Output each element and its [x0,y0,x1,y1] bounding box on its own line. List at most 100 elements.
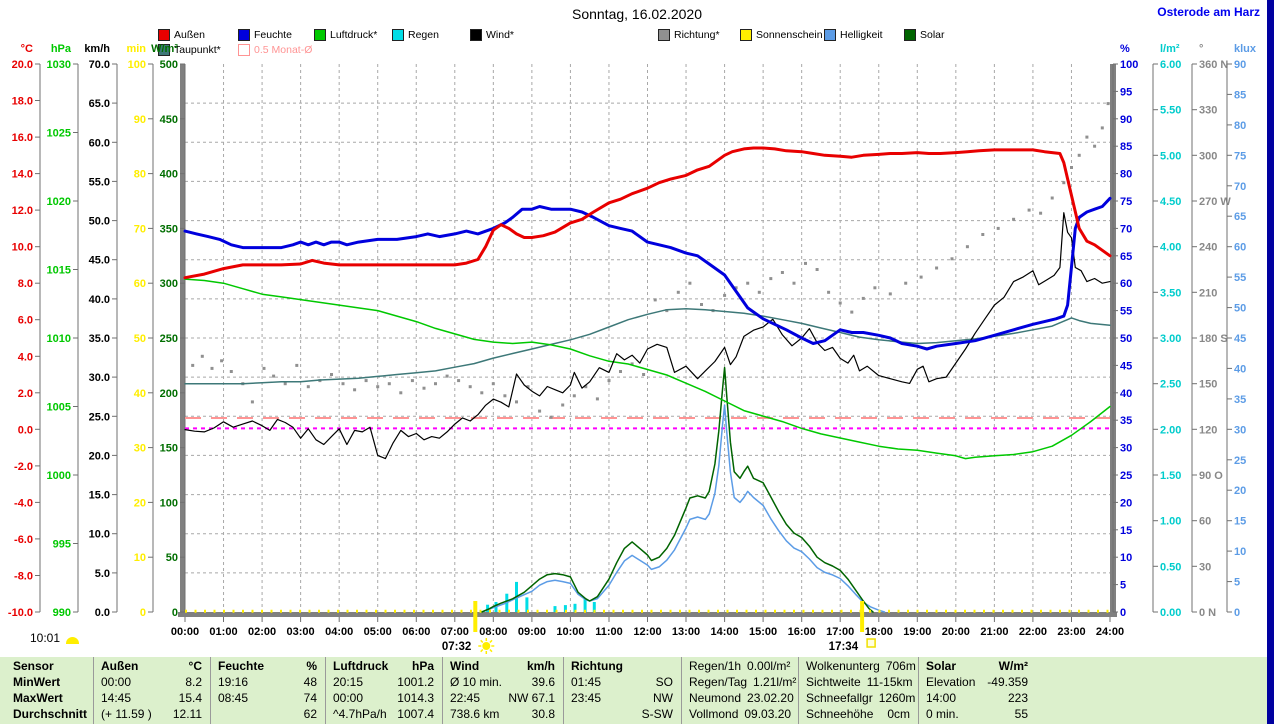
axis-deg: 360 N 330 300 270 W 240 210 180 S 150 120 90 O 60 3… [1191,43,1231,619]
svg-text:40: 40 [134,388,146,400]
table-cell: 01:45 [571,675,602,689]
table-cell: 223 [1007,691,1028,705]
svg-text:3.50: 3.50 [1160,287,1181,299]
svg-text:6.0: 6.0 [18,315,33,327]
table-cell: -49.359 [987,675,1028,689]
svg-text:270 W: 270 W [1199,196,1231,208]
sunset-square-icon [866,638,876,648]
series-regen [486,581,596,612]
table-row: 22:45 NW 67.1 [450,690,555,706]
legend-label-regen: Regen [408,29,439,41]
table-cell: MinWert [13,675,61,689]
time-label: 03:00 [287,626,315,638]
time-label: 07:00 [441,626,469,638]
svg-text:0: 0 [1234,607,1240,619]
station-name: Osterode am Harz [1157,5,1260,19]
table-cell: Wind [450,659,480,673]
svg-text:85: 85 [1234,89,1246,101]
table-cell: Regen/1h [689,659,742,673]
table-group-wind: Wind km/h Ø 10 min. 39.6 22:45 NW 67.1 738.6 k… [443,657,564,724]
svg-text:60: 60 [1120,278,1132,290]
time-label: 06:00 [402,626,430,638]
sunset-time: 17:34 [829,641,859,653]
table-cell: 55 [1014,707,1028,721]
svg-text:20.0: 20.0 [89,450,110,462]
table-cell: Luftdruck [333,659,389,673]
aussen-color-swatch-icon [158,29,170,41]
svg-text:50: 50 [1120,333,1132,345]
legend-item-taupunkt: Taupunkt* [158,44,221,56]
svg-text:30: 30 [134,443,146,455]
svg-text:40.0: 40.0 [89,294,110,306]
sunrise-sun-icon [478,638,495,654]
luftdruck-color-swatch-icon [314,29,326,41]
table-cell: Richtung [571,659,623,673]
svg-text:5.00: 5.00 [1160,150,1181,162]
svg-text:45: 45 [1120,360,1132,372]
table-cell: 706m [885,659,916,673]
svg-text:100: 100 [128,59,146,71]
solar-color-swatch-icon [904,29,916,41]
svg-text:14.0: 14.0 [12,169,33,181]
series-solar [481,366,874,613]
table-row: MaxWert [13,690,85,706]
time-label: 11:00 [595,626,623,638]
svg-text:50.0: 50.0 [89,216,110,228]
table-row: Feuchte% [218,658,317,674]
time-label: 18:00 [865,626,893,638]
svg-text:5: 5 [1120,580,1126,592]
helligkeit-color-swatch-icon [824,29,836,41]
svg-text:l/m²: l/m² [1160,43,1180,55]
legend-label-monat: 0.5 Monat-Ø [254,44,313,56]
svg-text:45: 45 [1234,333,1246,345]
svg-text:0.0: 0.0 [95,607,110,619]
svg-text:85: 85 [1120,141,1132,153]
table-cell: Regen/Tag [689,675,748,689]
table-row: 19:16 48 [218,674,317,690]
svg-text:40: 40 [1120,388,1132,400]
legend-label-sonnenschein: Sonnenschein [756,29,823,41]
table-cell: 1001.2 [397,675,434,689]
table-cell: Feuchte [218,659,265,673]
table-group-feuchte: Feuchte% 19:16 48 08:45 74 62 [211,657,326,724]
svg-text:150: 150 [1199,379,1217,391]
table-row: MinWert [13,674,85,690]
svg-text:400: 400 [160,169,178,181]
table-row: Ø 10 min. 39.6 [450,674,555,690]
wind-color-swatch-icon [470,29,482,41]
svg-text:200: 200 [160,388,178,400]
table-row: Regen/1h 0.00l/m² [689,658,790,674]
time-label: 20:00 [942,626,970,638]
svg-text:8.0: 8.0 [18,278,33,290]
svg-text:1.50: 1.50 [1160,470,1181,482]
svg-text:10.0: 10.0 [12,242,33,254]
table-cell: S-SW [641,707,673,721]
table-row: 14:45 15.4 [101,690,202,706]
table-cell: 23.02.20 [747,691,794,705]
plot-border-bottom [178,612,1117,617]
svg-text:°C: °C [21,43,33,55]
svg-text:90: 90 [134,114,146,126]
table-row: Vollmond 09.03.20 [689,706,791,722]
table-cell: 00:00 [333,691,364,705]
svg-text:20: 20 [1120,497,1132,509]
table-cell: Solar [926,659,957,673]
series-feuchte [183,196,1112,351]
svg-text:40: 40 [1234,363,1246,375]
table-cell: 14:45 [101,691,132,705]
table-cell: Elevation [926,675,976,689]
axis-hpa: 1030 1025 1020 1015 1010 1005 1000 995 990 hPa [47,43,79,619]
table-cell: Durchschnitt [13,707,88,721]
table-row: 00:00 1014.3 [333,690,434,706]
time-label: 08:00 [479,626,507,638]
table-cell: 1260m [878,691,916,705]
svg-text:%: % [1120,43,1130,55]
svg-text:1010: 1010 [47,333,71,345]
svg-text:-2.0: -2.0 [14,461,33,473]
table-cell: Schneefallgr [806,691,873,705]
legend-item-regen: Regen [392,29,439,41]
svg-text:360 N: 360 N [1199,59,1228,71]
sensor-summary-table: Sensor MinWert MaxWert Durchschnitt Außen °C 0… [0,657,1274,724]
table-cell: 23:45 [571,691,602,705]
table-cell: Sensor [13,659,54,673]
